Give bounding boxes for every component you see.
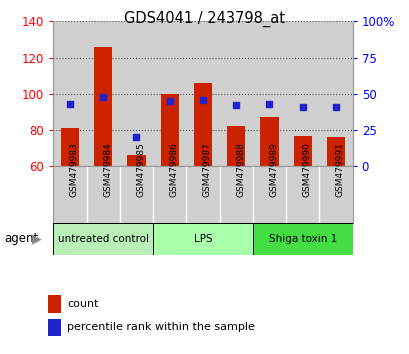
Text: agent: agent bbox=[4, 233, 38, 245]
Point bbox=[67, 101, 73, 107]
Text: untreated control: untreated control bbox=[58, 234, 148, 244]
Bar bbox=[319, 21, 352, 166]
Bar bbox=[94, 47, 112, 166]
Bar bbox=[61, 128, 79, 166]
Text: percentile rank within the sample: percentile rank within the sample bbox=[67, 322, 255, 332]
Text: GSM479984: GSM479984 bbox=[103, 142, 112, 196]
Text: GSM479988: GSM479988 bbox=[236, 142, 245, 197]
Text: GSM479986: GSM479986 bbox=[169, 142, 178, 197]
Text: ▶: ▶ bbox=[32, 233, 42, 245]
Text: GSM479985: GSM479985 bbox=[136, 142, 145, 197]
Bar bbox=[153, 223, 252, 255]
Text: GSM479990: GSM479990 bbox=[302, 142, 311, 197]
Point bbox=[332, 104, 338, 110]
Bar bbox=[193, 83, 211, 166]
Bar bbox=[48, 295, 61, 313]
Text: count: count bbox=[67, 299, 99, 309]
Bar bbox=[326, 137, 344, 166]
Bar bbox=[127, 155, 145, 166]
Bar bbox=[186, 21, 219, 166]
Bar bbox=[227, 126, 245, 166]
Bar bbox=[86, 21, 119, 166]
Bar bbox=[252, 21, 285, 166]
Text: GSM479987: GSM479987 bbox=[202, 142, 211, 197]
Text: GDS4041 / 243798_at: GDS4041 / 243798_at bbox=[124, 11, 285, 27]
Bar bbox=[252, 223, 352, 255]
Point bbox=[166, 98, 173, 104]
Text: GSM479991: GSM479991 bbox=[335, 142, 344, 197]
Bar bbox=[53, 223, 153, 255]
Text: GSM479989: GSM479989 bbox=[269, 142, 278, 197]
Text: Shiga toxin 1: Shiga toxin 1 bbox=[268, 234, 336, 244]
Bar bbox=[160, 94, 178, 166]
Point bbox=[100, 94, 106, 99]
Bar bbox=[53, 21, 86, 166]
Point bbox=[232, 103, 239, 108]
Point bbox=[299, 104, 305, 110]
Text: GSM479983: GSM479983 bbox=[70, 142, 79, 197]
Bar bbox=[285, 21, 319, 166]
Point bbox=[265, 101, 272, 107]
Bar bbox=[153, 21, 186, 166]
Bar bbox=[293, 136, 311, 166]
Point bbox=[133, 135, 139, 140]
Point bbox=[199, 97, 206, 102]
Text: LPS: LPS bbox=[193, 234, 212, 244]
Bar bbox=[219, 21, 252, 166]
Bar bbox=[260, 118, 278, 166]
Bar bbox=[119, 21, 153, 166]
Bar bbox=[48, 319, 61, 336]
